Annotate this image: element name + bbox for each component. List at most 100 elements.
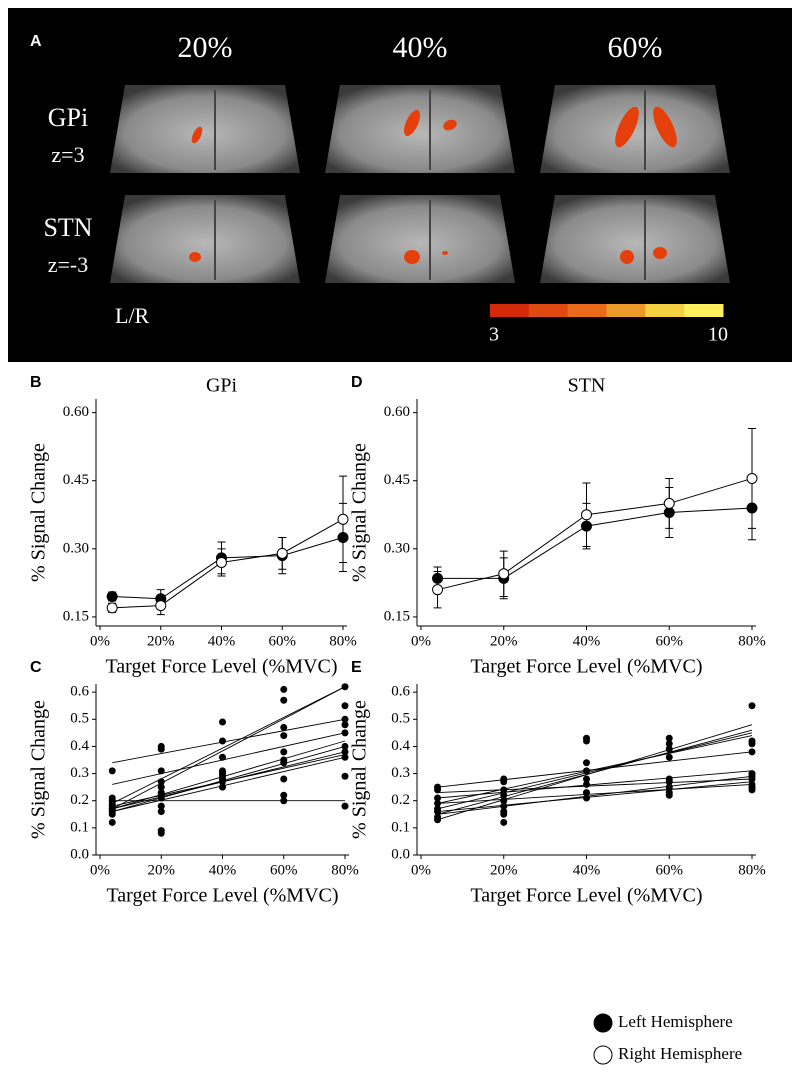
point	[108, 767, 116, 775]
activation	[191, 126, 203, 144]
point	[583, 780, 590, 788]
y-tick-label: 0.2	[391, 792, 410, 808]
activation	[443, 119, 457, 131]
x-tick-label: 60%	[270, 862, 298, 878]
point	[500, 791, 508, 799]
marker	[216, 556, 227, 568]
y-tick-label: 0.60	[384, 404, 410, 420]
y-tick-label: 0.45	[384, 472, 410, 488]
fit-line	[437, 781, 753, 813]
marker	[276, 547, 288, 559]
point	[500, 797, 508, 805]
y-tick-label: 0.6	[391, 684, 410, 700]
x-axis-label: Target Force Level (%MVC)	[470, 656, 702, 678]
x-tick-label: 40%	[208, 633, 236, 649]
point	[108, 797, 116, 805]
y-tick-label: 0.4	[70, 738, 89, 754]
point	[341, 742, 349, 750]
y-tick-label: 0.0	[70, 846, 89, 862]
series-line	[112, 536, 344, 600]
fit-line	[437, 729, 753, 815]
marker	[663, 497, 675, 509]
marker	[663, 507, 675, 518]
panel-a-background	[8, 8, 792, 362]
marker	[746, 502, 758, 514]
colorbar-min: 3	[489, 324, 499, 346]
colorbar-segment	[567, 304, 607, 317]
y-tick-label: 0.45	[63, 472, 89, 488]
point	[665, 734, 673, 742]
marker	[498, 568, 510, 580]
chart-title: STN	[568, 375, 606, 397]
point	[280, 723, 288, 731]
point	[500, 802, 508, 810]
legend-marker	[593, 1045, 613, 1065]
x-tick-label: 60%	[656, 862, 684, 878]
point	[434, 808, 442, 816]
point	[219, 783, 226, 791]
point	[434, 786, 442, 794]
point	[583, 759, 590, 767]
point	[157, 808, 165, 816]
point	[108, 810, 116, 818]
marker	[432, 572, 444, 584]
point	[434, 794, 442, 802]
series-line	[437, 477, 753, 591]
marker	[106, 590, 118, 602]
point	[280, 696, 288, 704]
series-line	[437, 507, 753, 579]
marker	[581, 520, 592, 532]
x-tick-label: 40%	[573, 862, 601, 878]
y-tick-label: 0.5	[391, 711, 410, 727]
x-tick-label: 80%	[329, 633, 357, 649]
series-line	[112, 518, 344, 609]
point	[157, 802, 165, 810]
point	[665, 753, 673, 761]
y-axis-label: % Signal Change	[28, 700, 50, 839]
point	[583, 767, 590, 775]
point	[341, 802, 349, 810]
activation	[653, 247, 667, 259]
point	[665, 740, 673, 748]
panel-label: C	[30, 659, 42, 676]
colorbar-max: 10	[708, 324, 728, 346]
x-tick-label: 0%	[411, 862, 431, 878]
point	[280, 732, 288, 740]
point	[341, 683, 349, 691]
y-tick-label: 0.15	[63, 608, 89, 624]
point	[748, 775, 756, 783]
point	[157, 778, 165, 786]
x-axis-label: Target Force Level (%MVC)	[106, 885, 338, 907]
point	[280, 791, 288, 799]
fit-line	[112, 686, 346, 804]
x-tick-label: 0%	[411, 633, 431, 649]
panel-label: B	[30, 374, 42, 391]
y-axis-label: % Signal Change	[349, 443, 371, 582]
point	[583, 737, 590, 745]
point	[108, 805, 116, 813]
point	[748, 740, 756, 748]
point	[583, 794, 590, 802]
legend-marker	[593, 1013, 613, 1033]
activation	[653, 106, 677, 148]
point	[500, 778, 508, 786]
point	[665, 791, 673, 799]
fit-line	[112, 686, 346, 810]
fit-line	[112, 754, 346, 807]
activation	[620, 250, 634, 264]
point	[219, 753, 226, 761]
y-axis-label: % Signal Change	[28, 443, 50, 582]
marker	[106, 602, 118, 614]
y-tick-label: 0.3	[70, 765, 89, 781]
colorbar-segment	[645, 304, 685, 317]
column-label: 60%	[608, 31, 663, 64]
panel-label: D	[351, 374, 363, 391]
point	[434, 816, 442, 824]
point	[665, 783, 673, 791]
point	[341, 721, 349, 729]
point	[280, 748, 288, 756]
point	[665, 745, 673, 753]
x-tick-label: 40%	[209, 862, 237, 878]
y-tick-label: 0.5	[70, 711, 89, 727]
